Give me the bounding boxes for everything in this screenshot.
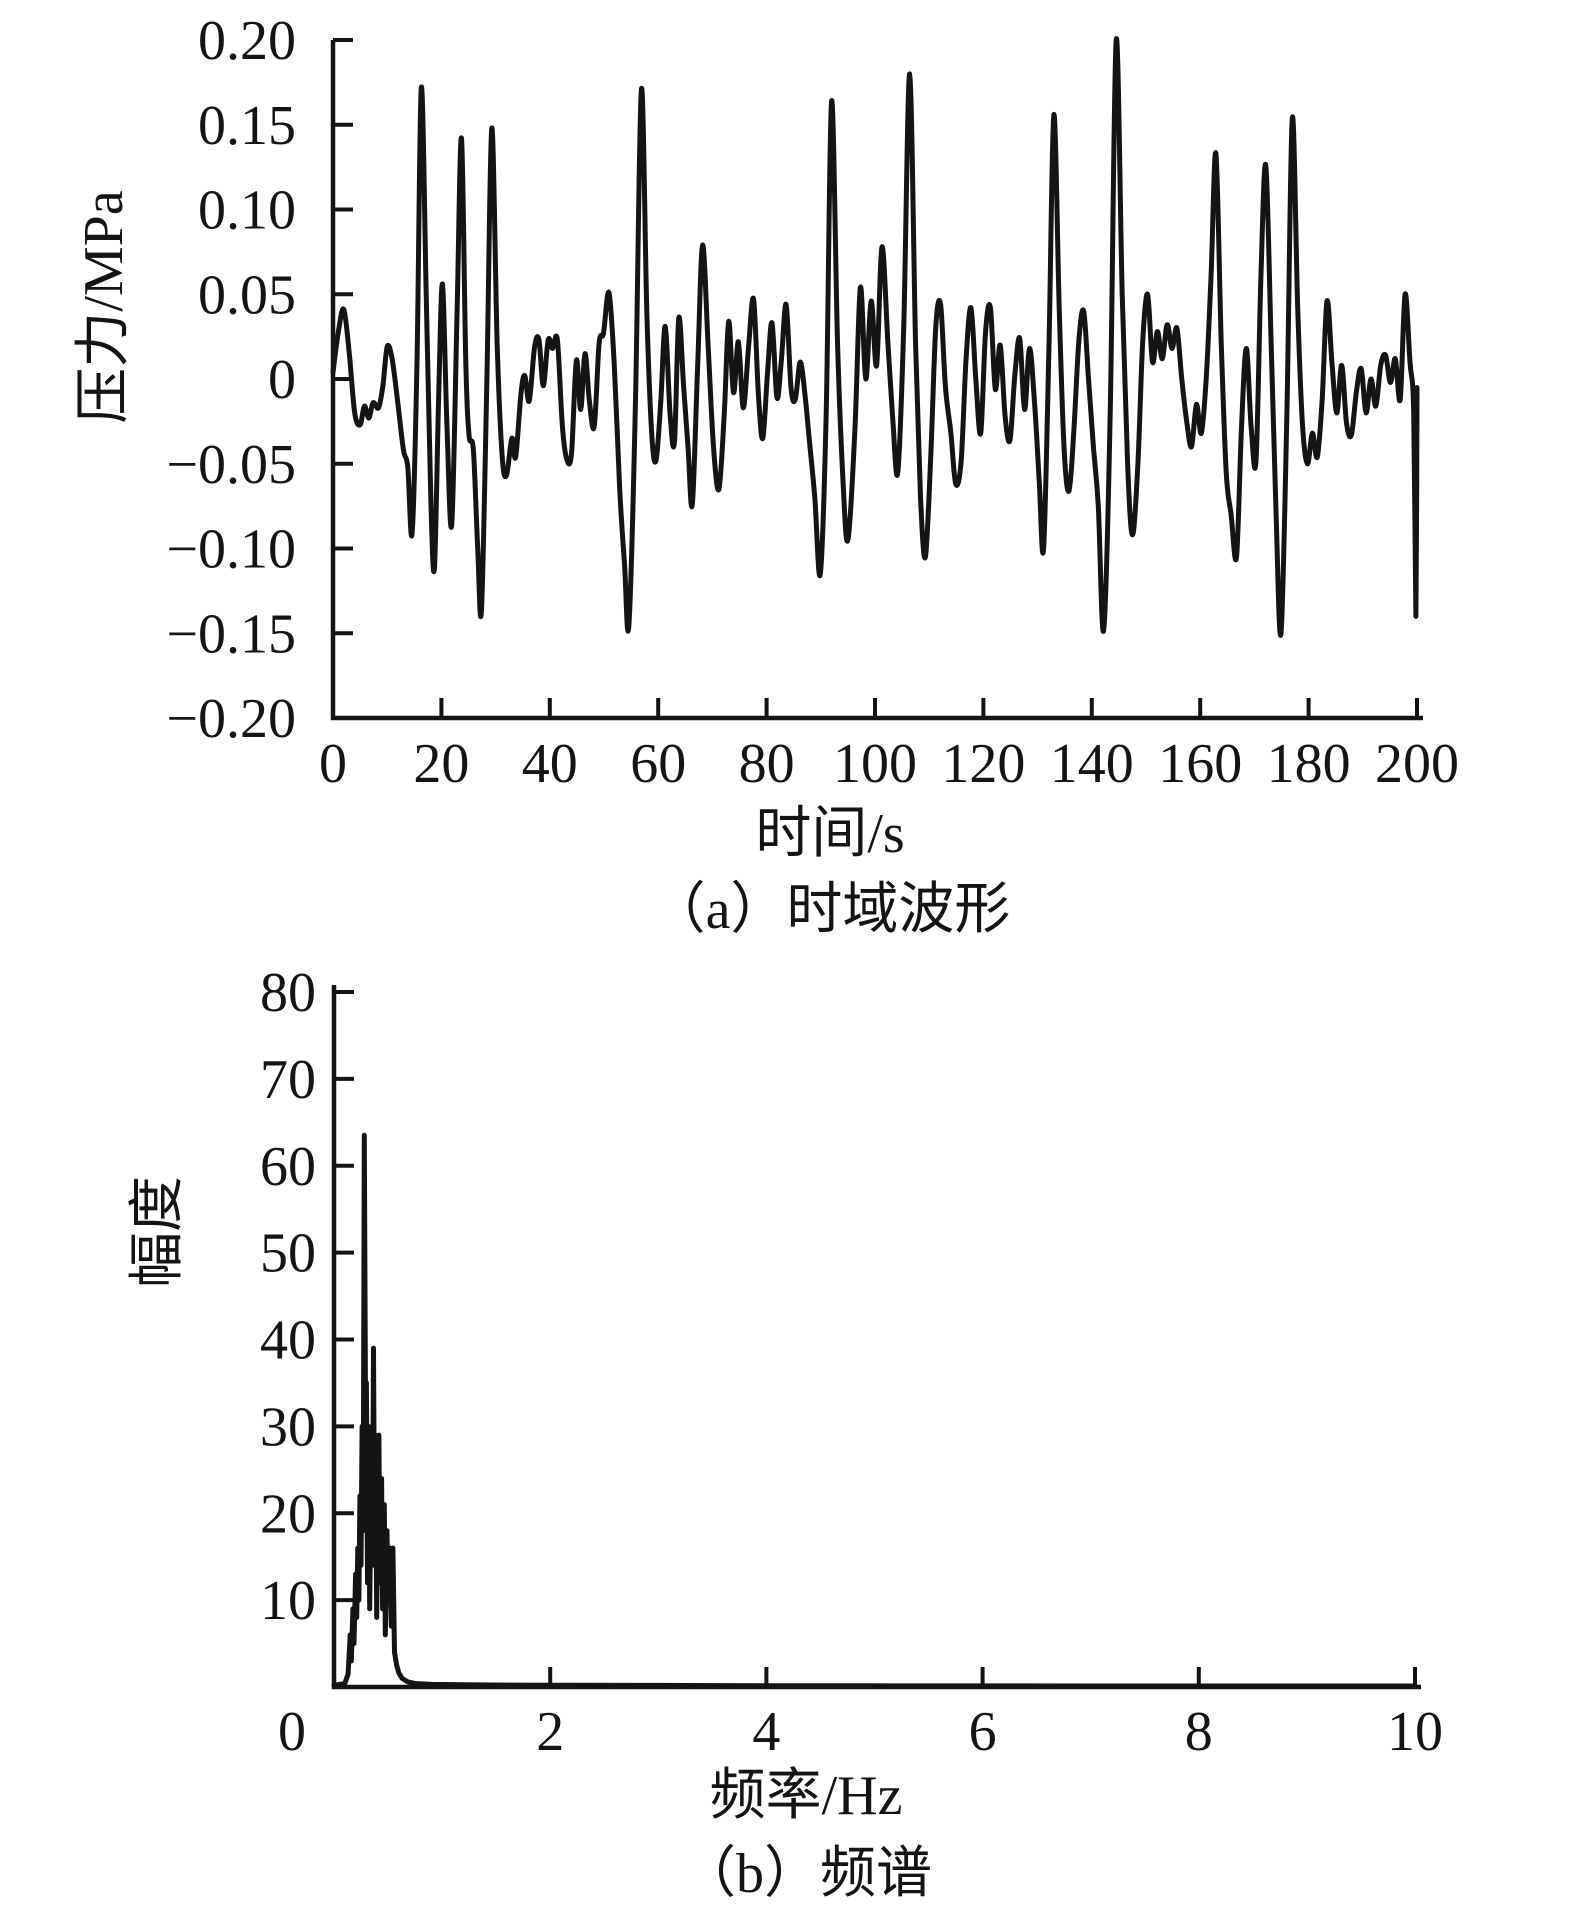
chart-a-x-axis-title: 时间/s (755, 803, 904, 865)
y-tick-label: 70 (260, 1049, 316, 1111)
y-tick-label: 0.10 (198, 180, 296, 242)
x-tick-label: 60 (630, 733, 686, 795)
chart-a-ticks (331, 38, 1419, 720)
y-tick-label: 10 (260, 1570, 316, 1632)
x-tick-label: 100 (833, 733, 917, 795)
y-tick-label: 60 (260, 1136, 316, 1198)
y-tick-label: 30 (260, 1396, 316, 1458)
x-tick-label: 40 (522, 733, 578, 795)
x-tick-label: 120 (941, 733, 1025, 795)
x-tick-label: 6 (969, 1701, 997, 1763)
chart-a-caption: （a）时域波形 (650, 879, 1011, 941)
x-tick-label: 160 (1158, 733, 1242, 795)
chart-b-y-axis-title: 幅度 (127, 1176, 189, 1288)
chart-a-tick-labels: 0.20 0.15 0.10 0.05 0 −0.05 −0.10 −0.15 −0.20 0 20… (166, 10, 1459, 795)
y-tick-label: 20 (260, 1483, 316, 1545)
y-tick-label: 50 (260, 1223, 316, 1285)
y-tick-label: 0.15 (198, 95, 296, 157)
x-tick-label: 0 (278, 1701, 306, 1763)
spectrum-curve (331, 1132, 1418, 1689)
y-tick-label: −0.15 (166, 603, 296, 665)
chart-b: 80 70 60 50 40 30 20 10 0 2 4 6 8 10 幅度 频率/Hz （b）频谱 (127, 962, 1443, 1905)
chart-a-y-axis-title: 压力/MPa (73, 190, 135, 423)
chart-b-caption: （b）频谱 (680, 1843, 932, 1905)
chart-b-ticks (332, 990, 1417, 1689)
y-tick-label: −0.20 (166, 688, 296, 750)
x-tick-label: 200 (1375, 733, 1459, 795)
x-tick-label: 80 (739, 733, 795, 795)
x-tick-label: 2 (536, 1701, 564, 1763)
y-tick-label: −0.05 (166, 434, 296, 496)
y-tick-label: 80 (260, 962, 316, 1024)
chart-b-x-axis-title: 频率/Hz (710, 1765, 903, 1827)
y-tick-label: −0.10 (166, 519, 296, 581)
y-tick-label: 0.20 (198, 10, 296, 72)
x-tick-label: 10 (1387, 1701, 1443, 1763)
x-tick-label: 180 (1267, 733, 1351, 795)
waveform-curve (330, 36, 1420, 638)
x-tick-label: 0 (319, 733, 347, 795)
x-tick-label: 20 (413, 733, 469, 795)
chart-b-tick-labels: 80 70 60 50 40 30 20 10 0 2 4 6 8 10 (260, 962, 1443, 1763)
y-tick-label: 0.05 (198, 264, 296, 326)
y-tick-label: 0 (268, 349, 296, 411)
x-tick-label: 140 (1050, 733, 1134, 795)
x-tick-label: 4 (752, 1701, 780, 1763)
x-tick-label: 8 (1185, 1701, 1213, 1763)
chart-b-axes (331, 985, 1421, 1690)
y-tick-label: 40 (260, 1310, 316, 1372)
chart-a: 0.20 0.15 0.10 0.05 0 −0.05 −0.10 −0.15 −0.20 0 20… (73, 10, 1459, 941)
